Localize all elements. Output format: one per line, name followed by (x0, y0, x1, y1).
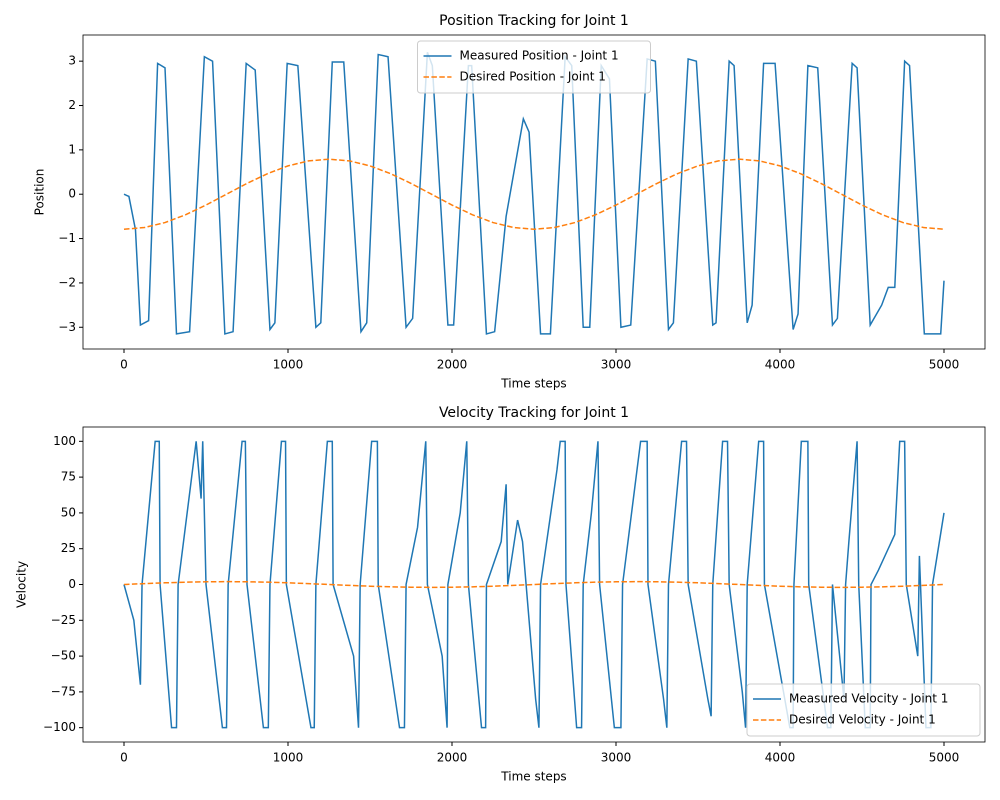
x-tick-label: 2000 (437, 358, 468, 372)
y-tick-label: 25 (61, 541, 76, 555)
x-tick-label: 2000 (437, 751, 468, 765)
subplot: Position Tracking for Joint 10 1000 2000 30… (33, 13, 986, 391)
x-tick-label: 5000 (929, 751, 960, 765)
y-tick-label: 2 (68, 98, 76, 112)
legend-label: Desired Velocity - Joint 1 (789, 713, 936, 727)
x-tick-label: 1000 (273, 358, 304, 372)
data-line (123, 158, 945, 231)
y-tick-label: −75 (51, 684, 76, 698)
y-tick-label: 50 (61, 505, 76, 519)
chart-title: Velocity Tracking for Joint 1 (439, 405, 629, 421)
x-tick-label: 4000 (765, 751, 796, 765)
y-tick-label: 0 (68, 577, 76, 591)
y-tick-label: −25 (51, 613, 76, 627)
y-axis-label: Position (33, 169, 47, 216)
legend-label: Desired Position - Joint 1 (460, 70, 606, 84)
y-tick-label: 1 (68, 142, 76, 156)
x-tick-label: 3000 (601, 751, 632, 765)
x-tick-label: 3000 (601, 358, 632, 372)
legend: Measured Position - Joint 1 Desired Posit… (417, 40, 651, 94)
legend-label: Measured Position - Joint 1 (460, 49, 619, 63)
x-tick-label: 4000 (765, 358, 796, 372)
data-line (123, 580, 945, 589)
y-tick-label: −1 (58, 231, 76, 245)
x-tick-label: 0 (120, 751, 128, 765)
y-tick-label: 0 (68, 187, 76, 201)
y-axis-label: Velocity (15, 561, 29, 608)
axes-frame (82, 34, 986, 350)
x-tick-label: 5000 (929, 358, 960, 372)
y-tick-label: −3 (58, 320, 76, 334)
x-axis-label: Time steps (500, 377, 566, 391)
x-axis-label: Time steps (500, 770, 566, 784)
legend-box (417, 40, 651, 94)
y-tick-label: −2 (58, 275, 76, 289)
legend-label: Measured Velocity - Joint 1 (789, 692, 948, 706)
legend: Measured Velocity - Joint 1 Desired Veloc… (746, 683, 981, 737)
axes-frame (82, 426, 986, 743)
data-line (123, 52, 945, 335)
x-tick-label: 0 (120, 358, 128, 372)
x-tick-label: 1000 (273, 751, 304, 765)
y-tick-label: 75 (61, 470, 76, 484)
legend-box (746, 683, 981, 737)
y-tick-label: −100 (43, 720, 76, 734)
y-tick-label: 3 (68, 54, 76, 68)
y-tick-label: 100 (53, 434, 76, 448)
chart-title: Position Tracking for Joint 1 (439, 13, 629, 29)
y-tick-label: −50 (51, 649, 76, 663)
subplot: Velocity Tracking for Joint 10 1000 2000 30… (15, 405, 986, 784)
